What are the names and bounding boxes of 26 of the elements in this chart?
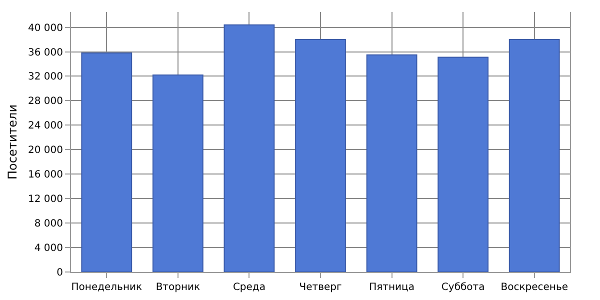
y-tick-label: 4 000 [34,243,63,254]
bar [366,54,418,272]
bar [152,74,204,272]
y-tick-label: 28 000 [28,96,63,108]
x-tick-label: Четверг [299,282,342,293]
y-tick-label: 24 000 [28,120,63,132]
y-tick-label: 0 [56,268,63,278]
y-tick-label: 36 000 [28,47,63,58]
bar [508,39,560,272]
y-tick-label: 40 000 [28,22,63,34]
x-tick-label: Вторник [156,282,200,293]
x-tick-label: Суббота [441,282,485,293]
bar [224,24,275,272]
bar [438,56,489,272]
x-tick-label: Пятница [369,282,414,293]
bar [295,39,346,272]
y-tick-label: 16 000 [28,170,63,181]
x-tick-label: Воскресенье [500,282,568,293]
y-tick-label: 32 000 [28,72,63,83]
x-tick-label: Среда [232,282,266,293]
y-tick-label: 12 000 [28,194,63,206]
y-tick-label: 8 000 [34,218,63,230]
y-axis-title: Посетители [5,104,20,180]
y-tick-label: 20 000 [28,145,63,156]
x-tick-label: Понедельник [71,282,142,293]
bar [81,52,132,272]
